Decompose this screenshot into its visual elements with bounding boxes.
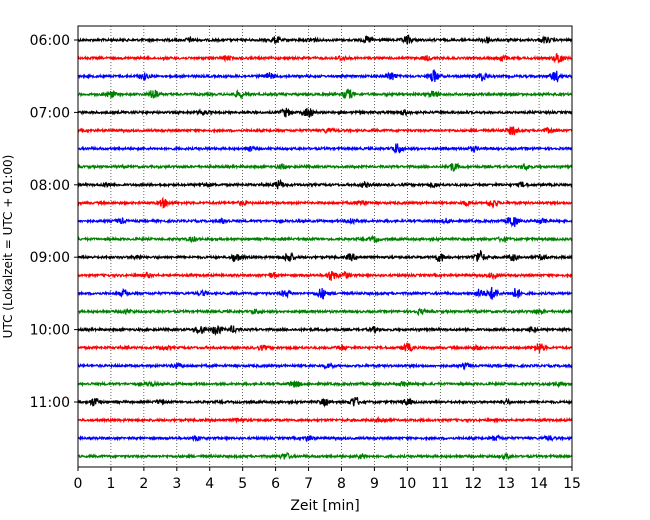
x-tick-label: 6 [271, 476, 280, 492]
trace-0715 [77, 126, 573, 136]
y-axis-ticks: 06:00 07:00 08:00 09:00 10:00 11:00 [30, 33, 78, 411]
y-tick-label: 08:00 [30, 178, 70, 194]
x-tick-label: 2 [139, 476, 148, 492]
x-tick-label: 3 [172, 476, 181, 492]
x-tick-label: 9 [370, 476, 379, 492]
x-tick-label: 5 [238, 476, 247, 492]
y-tick-label: 09:00 [30, 250, 70, 266]
x-tick-label: 4 [205, 476, 214, 492]
trace-1145 [77, 451, 573, 461]
trace-1115 [77, 415, 573, 424]
x-tick-label: 7 [304, 476, 313, 492]
trace-0800 [77, 178, 573, 190]
x-axis-ticks: 0 1 2 3 4 5 6 7 8 9 10 11 12 13 14 15 [74, 467, 581, 492]
trace-0815 [77, 196, 573, 210]
x-tick-label: 8 [337, 476, 346, 492]
trace-0630 [77, 69, 573, 83]
y-tick-label: 11:00 [30, 395, 70, 411]
trace-0945 [77, 307, 573, 317]
y-tick-label: 07:00 [30, 105, 70, 121]
trace-0845 [77, 234, 573, 244]
trace-1015 [77, 342, 573, 354]
x-tick-label: 14 [530, 476, 548, 492]
y-tick-label: 06:00 [30, 33, 70, 49]
x-tick-label: 12 [464, 476, 482, 492]
trace-0700 [77, 107, 573, 118]
seismogram-traces [77, 34, 573, 461]
x-tick-label: 13 [497, 476, 515, 492]
trace-0900 [77, 249, 573, 263]
trace-1030 [77, 361, 573, 371]
trace-0615 [77, 52, 573, 64]
x-axis-label: Zeit [min] [290, 498, 359, 514]
trace-1100 [77, 396, 573, 408]
x-tick-label: 15 [563, 476, 581, 492]
x-tick-label: 0 [74, 476, 83, 492]
trace-1000 [77, 325, 573, 337]
trace-0645 [77, 88, 573, 100]
x-tick-label: 10 [398, 476, 416, 492]
y-tick-label: 10:00 [30, 323, 70, 339]
x-tick-label: 1 [106, 476, 115, 492]
trace-0830 [77, 216, 573, 228]
trace-1130 [77, 434, 573, 443]
x-tick-label: 11 [431, 476, 449, 492]
trace-0600 [77, 34, 573, 45]
trace-0745 [77, 162, 573, 172]
trace-0915 [77, 270, 573, 281]
trace-0730 [77, 143, 573, 155]
y-axis-label: UTC (Lokalzeit = UTC + 01:00) [1, 155, 15, 339]
plot-frame [77, 25, 573, 468]
trace-1045 [77, 379, 573, 388]
trace-0930 [77, 286, 573, 300]
